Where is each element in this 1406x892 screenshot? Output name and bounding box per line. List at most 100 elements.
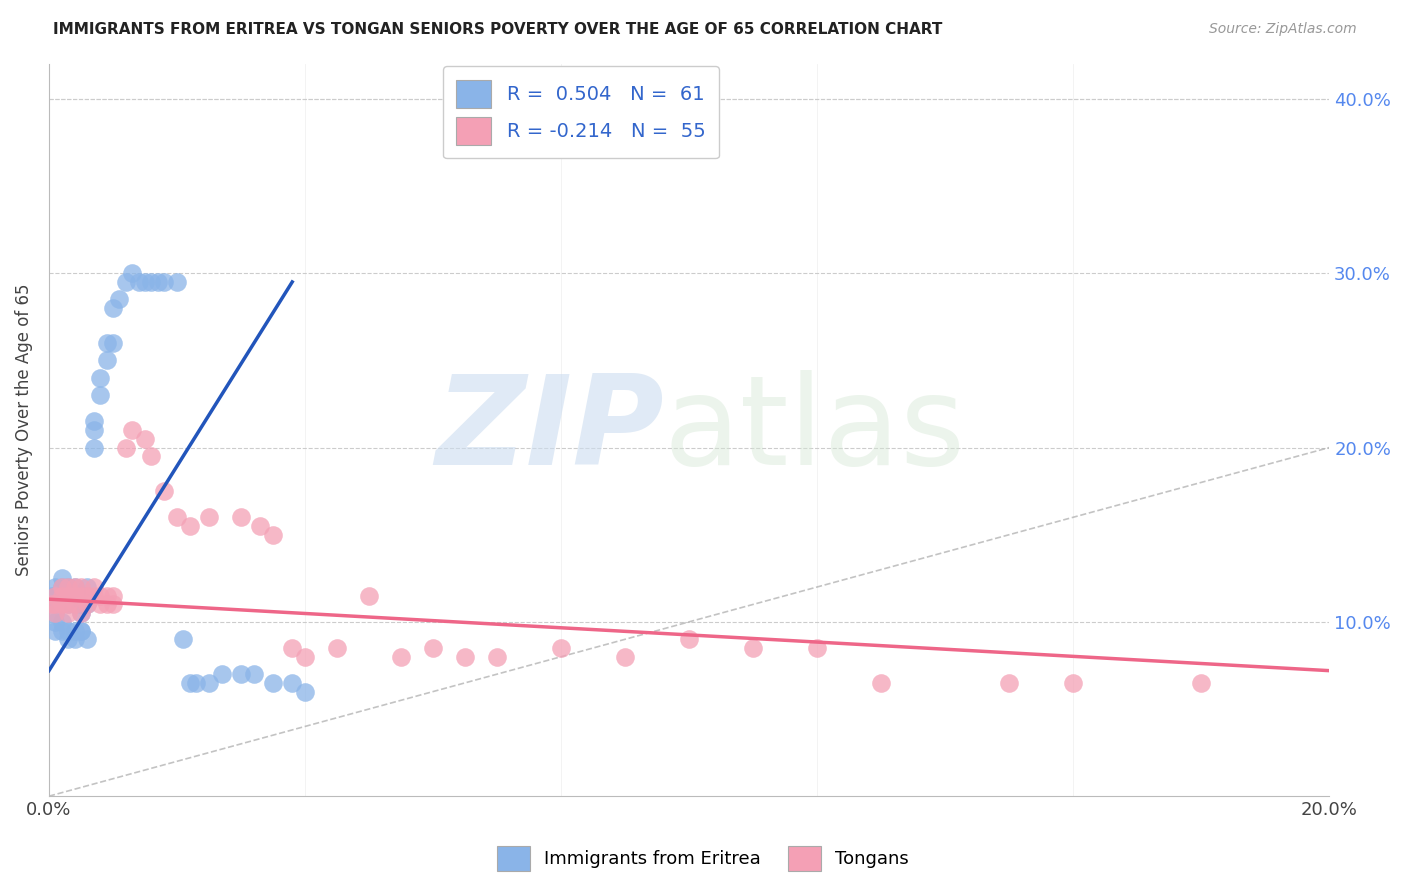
Point [51, 580, 73, 594]
Point [229, 510, 252, 524]
Point [70, 606, 93, 620]
Point [89, 371, 111, 385]
Point [108, 293, 131, 307]
Point [998, 676, 1021, 690]
Point [114, 275, 136, 289]
Point [243, 667, 266, 681]
Point [262, 527, 284, 541]
Point [454, 649, 477, 664]
Point [89, 598, 111, 612]
Point [83, 589, 105, 603]
Point [63, 589, 86, 603]
Point [134, 275, 156, 289]
Point [70, 589, 93, 603]
Point [134, 432, 156, 446]
Point [146, 275, 169, 289]
Point [56, 580, 79, 594]
Point [70, 580, 93, 594]
Point [101, 589, 124, 603]
Point [56, 598, 79, 612]
Point [70, 598, 93, 612]
Point [83, 580, 105, 594]
Point [89, 589, 111, 603]
Point [550, 640, 572, 655]
Point [141, 449, 163, 463]
Point [357, 589, 380, 603]
Point [51, 615, 73, 629]
Point [294, 684, 316, 698]
Point [121, 423, 143, 437]
Point [51, 571, 73, 585]
Point [166, 275, 188, 289]
Point [153, 275, 176, 289]
Point [198, 510, 221, 524]
Point [44, 615, 66, 629]
Point [56, 589, 79, 603]
Point [44, 580, 66, 594]
Point [198, 676, 221, 690]
Point [678, 632, 700, 647]
Point [422, 640, 444, 655]
Point [76, 632, 98, 647]
Point [70, 606, 93, 620]
Point [76, 589, 98, 603]
Point [96, 598, 118, 612]
Point [1062, 676, 1084, 690]
Point [76, 589, 98, 603]
Point [229, 667, 252, 681]
Point [83, 423, 105, 437]
Point [742, 640, 765, 655]
Point [70, 624, 93, 638]
Y-axis label: Seniors Poverty Over the Age of 65: Seniors Poverty Over the Age of 65 [15, 284, 32, 576]
Point [326, 640, 349, 655]
Legend: R =  0.504   N =  61, R = -0.214   N =  55: R = 0.504 N = 61, R = -0.214 N = 55 [443, 67, 720, 159]
Text: IMMIGRANTS FROM ERITREA VS TONGAN SENIORS POVERTY OVER THE AGE OF 65 CORRELATION: IMMIGRANTS FROM ERITREA VS TONGAN SENIOR… [53, 22, 943, 37]
Point [101, 301, 124, 315]
Point [63, 580, 86, 594]
Point [179, 519, 201, 533]
Point [76, 598, 98, 612]
Point [56, 606, 79, 620]
Point [172, 632, 194, 647]
Point [63, 598, 86, 612]
Point [70, 624, 93, 638]
Point [101, 598, 124, 612]
Point [70, 589, 93, 603]
Point [96, 353, 118, 368]
Point [128, 275, 150, 289]
Point [63, 632, 86, 647]
Point [166, 510, 188, 524]
Point [51, 580, 73, 594]
Point [281, 640, 304, 655]
Point [44, 624, 66, 638]
Point [76, 580, 98, 594]
Legend: Immigrants from Eritrea, Tongans: Immigrants from Eritrea, Tongans [491, 838, 915, 879]
Text: atlas: atlas [664, 369, 966, 491]
Point [56, 624, 79, 638]
Point [70, 598, 93, 612]
Point [96, 335, 118, 350]
Point [63, 580, 86, 594]
Point [179, 676, 201, 690]
Point [211, 667, 233, 681]
Point [262, 676, 284, 690]
Point [56, 632, 79, 647]
Point [44, 606, 66, 620]
Point [83, 414, 105, 428]
Point [51, 589, 73, 603]
Point [294, 649, 316, 664]
Point [141, 275, 163, 289]
Point [186, 676, 208, 690]
Point [806, 640, 828, 655]
Point [44, 589, 66, 603]
Point [44, 606, 66, 620]
Point [486, 649, 509, 664]
Point [56, 589, 79, 603]
Text: ZIP: ZIP [434, 369, 664, 491]
Point [41, 589, 63, 603]
Point [76, 598, 98, 612]
Point [121, 266, 143, 280]
Point [63, 589, 86, 603]
Point [96, 589, 118, 603]
Point [153, 484, 176, 499]
